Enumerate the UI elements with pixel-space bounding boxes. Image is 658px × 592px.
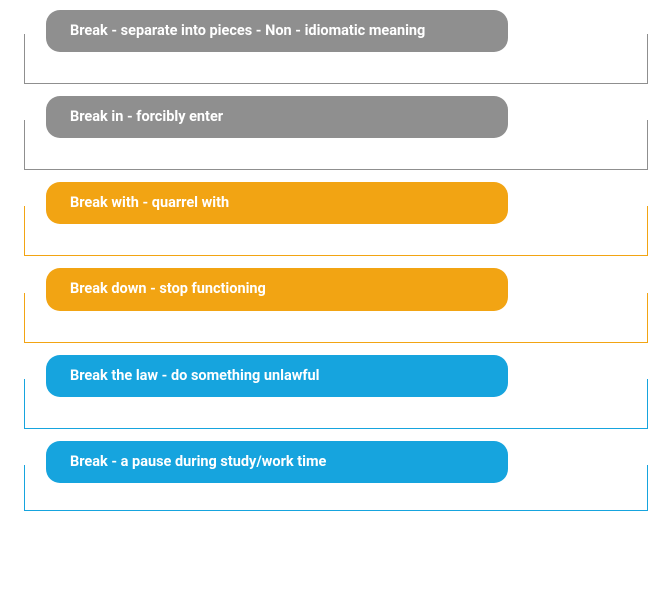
definition-label: Break with - quarrel with bbox=[70, 194, 229, 211]
definition-label: Break in - forcibly enter bbox=[70, 108, 223, 125]
definition-label: Break - a pause during study/work time bbox=[70, 453, 326, 470]
definition-pill: Break in - forcibly enter bbox=[46, 96, 508, 138]
definition-pill: Break with - quarrel with bbox=[46, 182, 508, 224]
definition-block: Break down - stop functioning bbox=[10, 268, 648, 342]
definition-pill: Break down - stop functioning bbox=[46, 268, 508, 310]
definition-label: Break down - stop functioning bbox=[70, 280, 266, 297]
definition-block: Break the law - do something unlawful bbox=[10, 355, 648, 429]
phrasal-verb-list: Break - separate into pieces - Non - idi… bbox=[10, 10, 648, 511]
definition-pill: Break - a pause during study/work time bbox=[46, 441, 508, 483]
definition-label: Break the law - do something unlawful bbox=[70, 367, 320, 384]
definition-pill: Break the law - do something unlawful bbox=[46, 355, 508, 397]
definition-block: Break - a pause during study/work time bbox=[10, 441, 648, 511]
definition-block: Break in - forcibly enter bbox=[10, 96, 648, 170]
definition-block: Break - separate into pieces - Non - idi… bbox=[10, 10, 648, 84]
definition-label: Break - separate into pieces - Non - idi… bbox=[70, 22, 425, 39]
definition-pill: Break - separate into pieces - Non - idi… bbox=[46, 10, 508, 52]
definition-block: Break with - quarrel with bbox=[10, 182, 648, 256]
